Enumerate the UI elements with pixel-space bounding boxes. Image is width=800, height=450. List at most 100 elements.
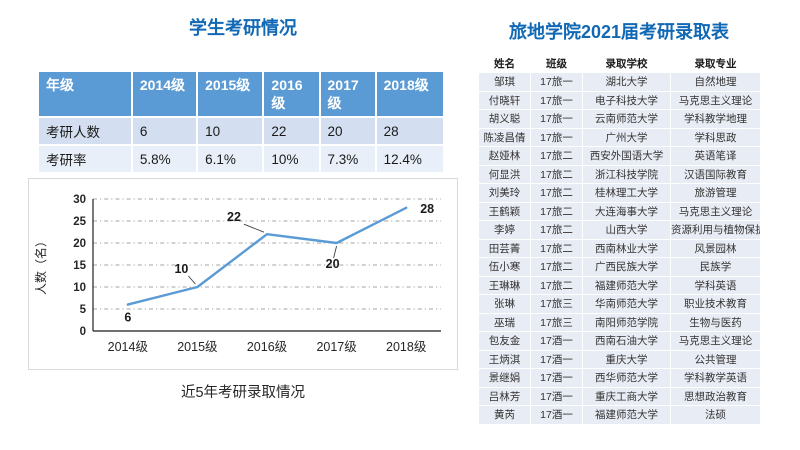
chart-caption: 近5年考研录取情况 bbox=[180, 385, 306, 401]
admission-cell: 广州大学 bbox=[582, 127, 671, 147]
summary-header-cell: 2018级 bbox=[374, 70, 446, 118]
admission-row: 胡义聪 17旅一 云南师范大学 学科教学地理 bbox=[478, 109, 761, 129]
admission-cell: 王鹤颖 bbox=[478, 201, 531, 221]
admission-cell: 包友金 bbox=[478, 331, 531, 351]
admission-cell: 付晓轩 bbox=[478, 90, 531, 110]
summary-table-header: 年级 2014级 2015级 2016级 2017级 2018级 bbox=[37, 70, 446, 118]
chart-box: 0 5 10 15 20 25 30 2014级 2015级 2016级 2017级 2018级 人数（… bbox=[28, 178, 458, 370]
admission-cell: 17酒一 bbox=[530, 368, 583, 388]
x-tick-label: 2015级 bbox=[177, 340, 218, 354]
admission-cell: 王琳琳 bbox=[478, 275, 531, 295]
admission-cell: 马克思主义理论 bbox=[670, 90, 761, 110]
admission-cell: 旅游管理 bbox=[670, 183, 761, 203]
admission-cell: 福建师范大学 bbox=[582, 275, 671, 295]
y-tick-label: 20 bbox=[73, 238, 86, 250]
right-panel-title: 旅地学院2021届考研录取表 bbox=[508, 22, 730, 42]
admission-cell: 黄芮 bbox=[478, 405, 531, 425]
admission-cell: 刘美玲 bbox=[478, 183, 531, 203]
data-label: 10 bbox=[174, 262, 188, 276]
admission-row: 王琳琳 17旅二 福建师范大学 学科英语 bbox=[478, 275, 761, 295]
admission-cell: 李婷 bbox=[478, 220, 531, 240]
admission-cell: 自然地理 bbox=[670, 72, 761, 92]
left-panel-title: 学生考研情况 bbox=[189, 18, 297, 38]
admission-cell: 17旅二 bbox=[530, 238, 583, 258]
admission-cell: 田芸菁 bbox=[478, 238, 531, 258]
admission-table-body: 邹琪 17旅一 湖北大学 自然地理 付晓轩 17旅一 电子科技大学 马克思主义理论 胡义聪 17旅… bbox=[478, 72, 761, 425]
admission-cell: 民族学 bbox=[670, 257, 761, 277]
leader-line bbox=[333, 245, 338, 259]
admission-cell: 17旅二 bbox=[530, 164, 583, 184]
summary-header-cell: 2017级 bbox=[318, 70, 377, 118]
admission-cell: 17旅二 bbox=[530, 220, 583, 240]
admission-cell: 17旅三 bbox=[530, 294, 583, 314]
admission-cell: 景继娟 bbox=[478, 368, 531, 388]
admission-row: 何显洪 17旅二 浙江科技学院 汉语国际教育 bbox=[478, 164, 761, 184]
x-tick-label: 2016级 bbox=[247, 340, 288, 354]
summary-cell: 22 bbox=[262, 116, 321, 146]
x-tick-label: 2017级 bbox=[316, 340, 357, 354]
admission-row: 巫瑞 17旅三 南阳师范学院 生物与医药 bbox=[478, 312, 761, 332]
y-tick-label: 10 bbox=[73, 282, 86, 294]
admission-header-cell: 姓名 bbox=[478, 53, 531, 73]
data-label: 28 bbox=[420, 202, 434, 216]
admission-row: 刘美玲 17旅二 桂林理工大学 旅游管理 bbox=[478, 183, 761, 203]
admission-cell: 17旅一 bbox=[530, 127, 583, 147]
admission-cell: 17酒一 bbox=[530, 349, 583, 369]
data-label: 6 bbox=[124, 311, 131, 325]
admission-cell: 17酒一 bbox=[530, 386, 583, 406]
summary-cell: 6.1% bbox=[196, 144, 265, 174]
x-tick-label: 2014级 bbox=[108, 340, 149, 354]
summary-header-cell: 2016级 bbox=[262, 70, 321, 118]
admission-cell: 何显洪 bbox=[478, 164, 531, 184]
admission-cell: 福建师范大学 bbox=[582, 405, 671, 425]
admission-cell: 学科思政 bbox=[670, 127, 761, 147]
admission-cell: 17旅二 bbox=[530, 183, 583, 203]
admission-cell: 17旅一 bbox=[530, 72, 583, 92]
series-line bbox=[126, 206, 408, 306]
summary-cell: 12.4% bbox=[374, 144, 446, 174]
admission-cell: 公共管理 bbox=[670, 349, 761, 369]
y-tick-label: 0 bbox=[80, 326, 86, 338]
y-tick-label: 15 bbox=[73, 260, 86, 272]
admission-cell: 17酒一 bbox=[530, 331, 583, 351]
admission-row: 付晓轩 17旅一 电子科技大学 马克思主义理论 bbox=[478, 90, 761, 110]
summary-cell: 20 bbox=[318, 116, 377, 146]
admission-cell: 巫瑞 bbox=[478, 312, 531, 332]
admission-cell: 17旅一 bbox=[530, 90, 583, 110]
admission-cell: 陈凌昌倩 bbox=[478, 127, 531, 147]
admission-cell: 资源利用与植物保护 bbox=[670, 220, 761, 240]
summary-header-cell: 年级 bbox=[37, 70, 133, 118]
admission-row: 李婷 17旅二 山西大学 资源利用与植物保护 bbox=[478, 220, 761, 240]
admission-cell: 生物与医药 bbox=[670, 312, 761, 332]
admission-cell: 17酒一 bbox=[530, 405, 583, 425]
admission-row: 黄芮 17酒一 福建师范大学 法硕 bbox=[478, 405, 761, 425]
admission-row: 陈凌昌倩 17旅一 广州大学 学科思政 bbox=[478, 127, 761, 147]
y-axis-title: 人数（名） bbox=[33, 235, 48, 295]
admission-table-header: 姓名 班级 录取学校 录取专业 bbox=[478, 53, 761, 73]
y-tick-label: 30 bbox=[73, 194, 86, 206]
summary-header-row: 年级 2014级 2015级 2016级 2017级 2018级 bbox=[37, 70, 446, 118]
admission-cell: 17旅二 bbox=[530, 275, 583, 295]
admission-cell: 王炳淇 bbox=[478, 349, 531, 369]
admission-cell: 17旅二 bbox=[530, 257, 583, 277]
summary-header-cell: 2014级 bbox=[130, 70, 199, 118]
admission-cell: 17旅一 bbox=[530, 109, 583, 129]
admission-cell: 汉语国际教育 bbox=[670, 164, 761, 184]
summary-header-cell: 2015级 bbox=[196, 70, 265, 118]
admission-cell: 南阳师范学院 bbox=[582, 312, 671, 332]
summary-cell: 5.8% bbox=[130, 144, 199, 174]
summary-table: 年级 2014级 2015级 2016级 2017级 2018级 考研人数 6 10 22 20 2… bbox=[37, 70, 446, 174]
admission-cell: 17旅二 bbox=[530, 201, 583, 221]
admission-cell: 桂林理工大学 bbox=[582, 183, 671, 203]
summary-row: 考研人数 6 10 22 20 28 bbox=[37, 116, 446, 146]
admission-row: 景继娟 17酒一 西华师范大学 学科教学英语 bbox=[478, 368, 761, 388]
admission-cell: 西安外国语大学 bbox=[582, 146, 671, 166]
leader-line bbox=[188, 275, 196, 285]
admission-row: 王炳淇 17酒一 重庆大学 公共管理 bbox=[478, 349, 761, 369]
summary-cell: 7.3% bbox=[318, 144, 377, 174]
data-label: 20 bbox=[326, 257, 340, 271]
admission-cell: 吕林芳 bbox=[478, 386, 531, 406]
admission-cell: 英语笔译 bbox=[670, 146, 761, 166]
admission-header-row: 姓名 班级 录取学校 录取专业 bbox=[478, 53, 761, 73]
admission-cell: 山西大学 bbox=[582, 220, 671, 240]
